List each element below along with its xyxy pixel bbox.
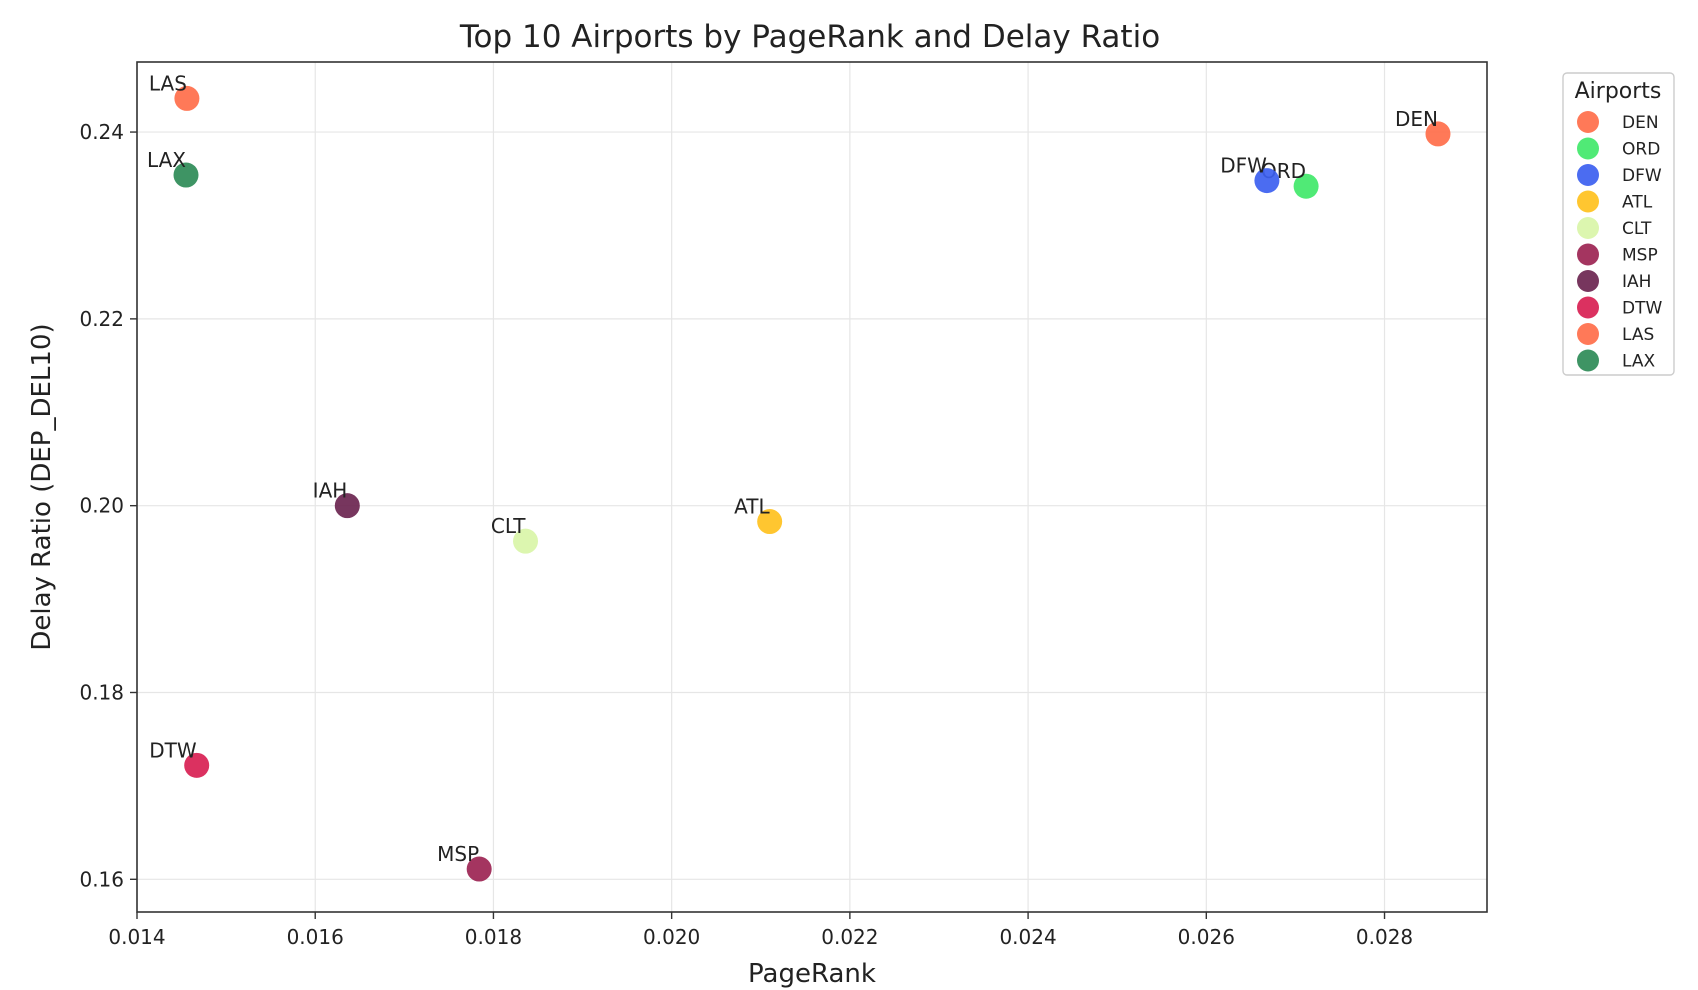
point-label-msp: MSP — [437, 842, 479, 866]
legend-label-ord: ORD — [1622, 140, 1660, 160]
x-tick-label: 0.016 — [287, 925, 344, 949]
point-label-iah: IAH — [313, 479, 348, 503]
axis-ticks: 0.014 0.016 0.018 0.020 0.022 0.024 0.026 0.028… — [79, 120, 1413, 949]
legend-marker-lax — [1577, 349, 1599, 372]
x-axis-label: PageRank — [748, 959, 876, 989]
x-tick-label: 0.020 — [643, 925, 700, 949]
legend: Airports DEN ORD DFW ATL CLT MSP IAH DTW LAS LAX — [1562, 72, 1675, 376]
y-tick-label: 0.20 — [79, 494, 124, 518]
legend-label-las: LAS — [1622, 325, 1654, 345]
data-point-den — [1425, 121, 1451, 147]
legend-marker-iah — [1577, 270, 1599, 292]
legend-label-msp: MSP — [1622, 246, 1658, 266]
legend-marker-clt — [1577, 217, 1599, 239]
legend-marker-las — [1577, 323, 1599, 345]
legend-marker-msp — [1577, 243, 1599, 266]
data-point-atl — [757, 509, 783, 535]
x-tick-label: 0.024 — [999, 925, 1056, 949]
legend-marker-den — [1577, 111, 1599, 133]
point-label-atl: ATL — [734, 495, 770, 519]
y-tick-label: 0.22 — [79, 307, 124, 331]
legend-label-dfw: DFW — [1622, 166, 1662, 186]
legend-title: Airports — [1575, 79, 1662, 104]
data-point-dfw — [1254, 168, 1280, 194]
y-tick-label: 0.16 — [79, 867, 124, 891]
plot-area — [136, 61, 1488, 913]
y-tick-label: 0.24 — [79, 120, 124, 144]
legend-label-atl: ATL — [1622, 193, 1653, 213]
legend-marker-atl — [1577, 190, 1599, 213]
grid-lines — [136, 62, 1487, 912]
point-label-dfw: DFW — [1220, 154, 1267, 178]
y-tick-label: 0.18 — [79, 680, 124, 704]
legend-items: DEN ORD DFW ATL CLT MSP IAH DTW LAS LAX — [1577, 111, 1662, 372]
data-point-las — [174, 85, 200, 111]
x-tick-label: 0.026 — [1178, 925, 1235, 949]
legend-label-den: DEN — [1622, 113, 1659, 133]
point-label-las: LAS — [149, 71, 187, 95]
data-point-clt — [513, 528, 539, 554]
legend-label-clt: CLT — [1622, 219, 1652, 239]
legend-label-iah: IAH — [1622, 272, 1651, 292]
point-label-lax: LAX — [147, 148, 186, 172]
y-axis-label: Delay Ratio (DEP_DEL10) — [27, 323, 57, 650]
legend-marker-dfw — [1577, 164, 1599, 186]
point-label-den: DEN — [1395, 107, 1438, 131]
chart-title: Top 10 Airports by PageRank and Delay Ra… — [459, 19, 1160, 55]
legend-marker-ord — [1577, 137, 1599, 160]
data-point-dtw — [184, 752, 210, 778]
data-point-lax — [173, 162, 199, 188]
data-point-msp — [466, 856, 492, 882]
data-point-ord — [1293, 173, 1319, 199]
point-label-clt: CLT — [491, 514, 526, 538]
legend-marker-dtw — [1577, 296, 1599, 319]
x-tick-label: 0.018 — [465, 925, 522, 949]
point-label-dtw: DTW — [149, 738, 197, 762]
legend-label-lax: LAX — [1622, 352, 1655, 372]
legend-label-dtw: DTW — [1622, 299, 1662, 319]
x-tick-label: 0.014 — [108, 925, 165, 949]
data-point-iah — [334, 493, 360, 519]
x-tick-label: 0.022 — [821, 925, 878, 949]
x-tick-label: 0.028 — [1356, 925, 1413, 949]
